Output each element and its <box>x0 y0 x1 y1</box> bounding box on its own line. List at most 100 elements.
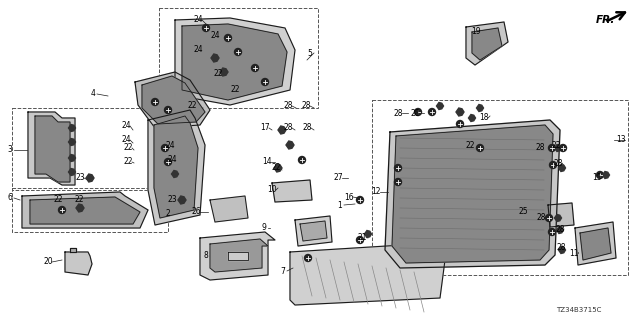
Circle shape <box>548 228 556 236</box>
Text: 24: 24 <box>193 15 203 25</box>
Text: 28: 28 <box>302 124 312 132</box>
Text: 6: 6 <box>8 194 12 203</box>
Polygon shape <box>295 216 332 246</box>
Text: 11: 11 <box>569 249 579 258</box>
Polygon shape <box>211 54 219 62</box>
Polygon shape <box>154 116 198 218</box>
Text: 3: 3 <box>8 146 12 155</box>
Text: 24: 24 <box>210 31 220 41</box>
Polygon shape <box>278 126 286 134</box>
Polygon shape <box>286 141 294 149</box>
Text: FR.: FR. <box>596 15 616 25</box>
Bar <box>372 100 628 275</box>
Text: 24: 24 <box>167 156 177 164</box>
Circle shape <box>305 254 312 261</box>
Polygon shape <box>557 227 563 234</box>
Text: 22: 22 <box>465 141 475 150</box>
Polygon shape <box>175 18 295 105</box>
Polygon shape <box>602 172 609 179</box>
Polygon shape <box>290 243 445 305</box>
Circle shape <box>356 236 364 244</box>
Text: 28: 28 <box>284 101 292 110</box>
Text: 22: 22 <box>124 143 132 153</box>
Text: 9: 9 <box>262 223 266 233</box>
Text: 24: 24 <box>193 45 203 54</box>
Polygon shape <box>86 174 94 182</box>
Polygon shape <box>65 252 92 275</box>
Circle shape <box>477 145 483 151</box>
Text: 28: 28 <box>410 108 420 117</box>
Polygon shape <box>559 246 566 253</box>
Text: 22: 22 <box>213 69 223 78</box>
Bar <box>12 108 165 190</box>
Text: 16: 16 <box>344 193 354 202</box>
Polygon shape <box>70 248 76 252</box>
Text: 23: 23 <box>75 173 85 182</box>
Circle shape <box>356 196 364 204</box>
Polygon shape <box>172 171 179 178</box>
Polygon shape <box>436 102 444 109</box>
Text: 25: 25 <box>518 206 528 215</box>
Polygon shape <box>142 76 205 124</box>
Text: 13: 13 <box>616 135 626 145</box>
Text: 24: 24 <box>121 122 131 131</box>
Text: 21: 21 <box>357 233 367 242</box>
Circle shape <box>252 65 259 71</box>
Text: 22: 22 <box>124 157 132 166</box>
Circle shape <box>456 121 463 127</box>
Text: 17: 17 <box>260 124 270 132</box>
Circle shape <box>164 107 172 114</box>
Text: 24: 24 <box>121 135 131 145</box>
Polygon shape <box>477 105 483 111</box>
Text: 2: 2 <box>166 209 170 218</box>
Text: 22: 22 <box>271 164 281 172</box>
Polygon shape <box>300 221 327 241</box>
Polygon shape <box>274 164 282 172</box>
Text: 28: 28 <box>553 158 563 167</box>
Circle shape <box>164 158 172 165</box>
Circle shape <box>298 156 305 164</box>
Text: 19: 19 <box>471 28 481 36</box>
Text: 26: 26 <box>191 207 201 217</box>
Polygon shape <box>178 196 186 204</box>
Text: 28: 28 <box>556 225 564 234</box>
Text: 20: 20 <box>43 258 53 267</box>
Text: 28: 28 <box>284 124 292 132</box>
Text: 8: 8 <box>204 252 209 260</box>
Polygon shape <box>365 230 371 237</box>
Polygon shape <box>456 108 464 116</box>
Text: 5: 5 <box>308 49 312 58</box>
Text: 27: 27 <box>333 173 343 182</box>
Text: 1: 1 <box>338 201 342 210</box>
Polygon shape <box>468 115 476 122</box>
Text: 22: 22 <box>230 85 240 94</box>
Text: 18: 18 <box>479 114 489 123</box>
Polygon shape <box>68 124 76 132</box>
Text: 28: 28 <box>535 143 545 153</box>
Circle shape <box>429 108 435 116</box>
Polygon shape <box>548 203 574 227</box>
Circle shape <box>262 78 269 85</box>
Text: 22: 22 <box>188 101 196 110</box>
Circle shape <box>550 162 557 169</box>
Polygon shape <box>575 222 616 265</box>
Polygon shape <box>68 139 76 146</box>
Polygon shape <box>554 214 561 221</box>
Text: 22: 22 <box>74 195 84 204</box>
Circle shape <box>394 179 401 186</box>
Text: 4: 4 <box>91 90 95 99</box>
Circle shape <box>596 172 604 179</box>
Text: 28: 28 <box>556 244 566 252</box>
Text: 22: 22 <box>551 140 561 149</box>
Text: 12: 12 <box>371 188 381 196</box>
Circle shape <box>415 108 422 116</box>
Polygon shape <box>35 116 70 182</box>
Polygon shape <box>580 228 611 260</box>
Circle shape <box>152 99 159 106</box>
Text: 28: 28 <box>301 101 311 110</box>
Text: 28: 28 <box>536 212 546 221</box>
Polygon shape <box>466 22 508 65</box>
Polygon shape <box>210 239 268 272</box>
Circle shape <box>58 206 65 213</box>
Circle shape <box>225 35 232 42</box>
